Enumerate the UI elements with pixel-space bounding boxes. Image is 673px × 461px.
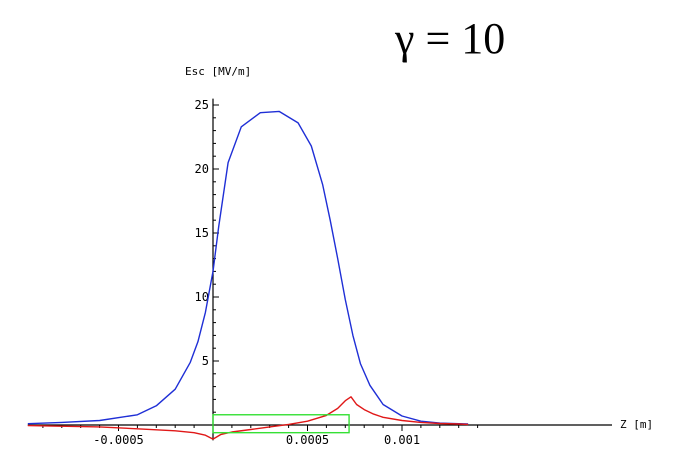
ticks: -0.0005 0.0005 0.001 5 10 15 20 25 bbox=[42, 98, 479, 447]
y-axis-title: Esc [MV/m] bbox=[185, 65, 251, 78]
series-rectangle bbox=[212, 414, 350, 434]
y-tick-label: 25 bbox=[195, 98, 209, 112]
y-tick-label: 20 bbox=[195, 162, 209, 176]
x-tick-label: -0.0005 bbox=[93, 433, 144, 447]
chart-title: γ = 10 bbox=[394, 14, 505, 63]
series-group bbox=[27, 110, 469, 440]
x-tick-label: 0.001 bbox=[384, 433, 420, 447]
x-tick-label: 0.0005 bbox=[286, 433, 329, 447]
y-tick-label: 5 bbox=[202, 354, 209, 368]
x-axis-title: Z [m] bbox=[620, 418, 653, 431]
series-line-0 bbox=[27, 110, 469, 425]
series-line-1 bbox=[27, 396, 469, 440]
axes bbox=[27, 98, 612, 441]
y-tick-label: 10 bbox=[195, 290, 209, 304]
y-tick-label: 15 bbox=[195, 226, 209, 240]
